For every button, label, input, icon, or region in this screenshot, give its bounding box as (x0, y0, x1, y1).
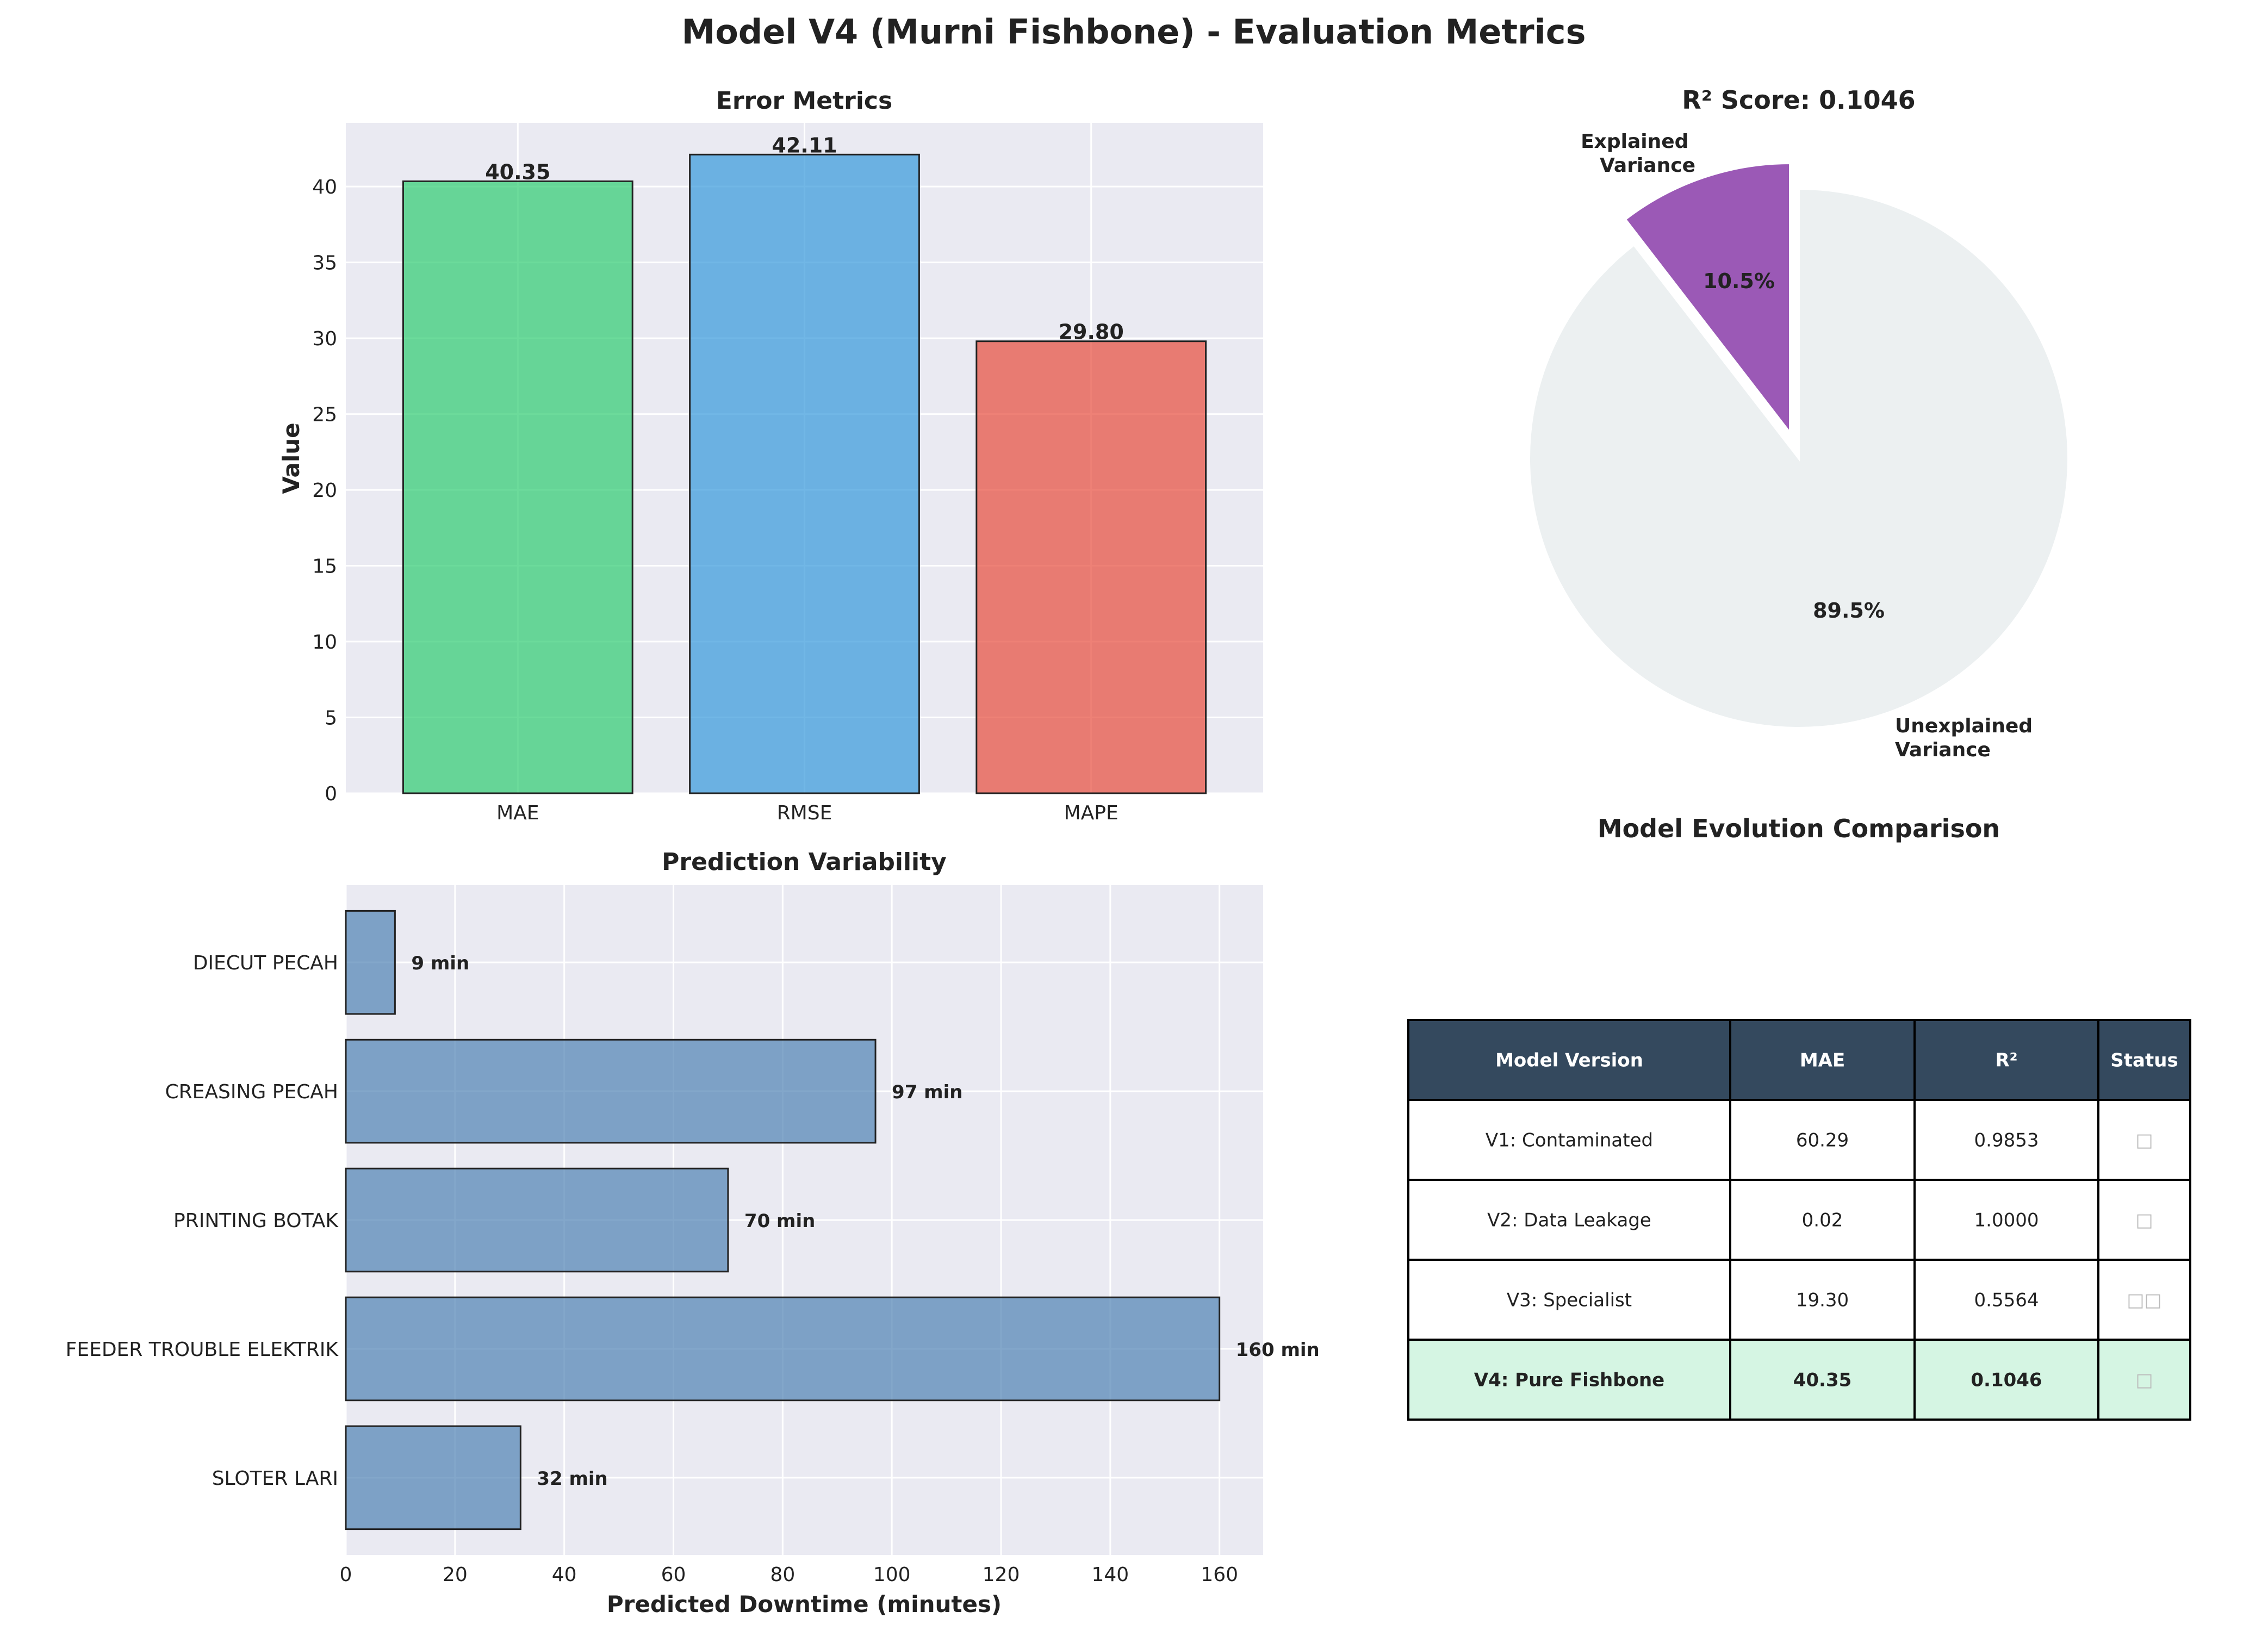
y-tick-label: SLOTER LARI (212, 1467, 338, 1490)
x-tick-label: 120 (983, 1564, 1020, 1586)
x-tick-label: RMSE (777, 802, 832, 824)
table-cell (1729, 1339, 1916, 1421)
pie-slice-unexplained (1528, 187, 2070, 729)
error-metrics-ylabel: Value (278, 422, 305, 494)
x-tick-label: 40 (552, 1564, 577, 1586)
pie-title: R² Score: 0.1046 (1682, 85, 1915, 115)
error-metrics-title: Error Metrics (716, 87, 892, 115)
bar-mape (975, 340, 1207, 794)
y-tick-label: 5 (325, 707, 337, 730)
hbar-value-label: 70 min (744, 1210, 815, 1232)
table-cell-text: □ (2135, 1130, 2153, 1152)
table-cell (1913, 1099, 2099, 1181)
y-tick-label: 20 (312, 480, 337, 502)
table-header-text: R² (1995, 1050, 2017, 1072)
table-cell-text: 0.1046 (1971, 1370, 2042, 1391)
error-metrics-chart: 40.35 42.11 29.80 0 5 10 15 20 25 30 35 40 MAE RMSE… (278, 87, 1263, 824)
table-header-text: MAE (1800, 1050, 1845, 1072)
model-evolution-table: Model Evolution Comparison Model Version… (1407, 814, 2191, 1421)
table-cell (1913, 1179, 2099, 1261)
table-cell (1407, 1099, 1731, 1181)
x-tick-label: 100 (873, 1564, 911, 1586)
prediction-variability-chart: 32 min 160 min 70 min 97 min 9 min 0 20 40 60 80… (66, 848, 1320, 1617)
x-tick-label: 160 (1201, 1564, 1238, 1586)
table-cell-text: V3: Specialist (1507, 1290, 1632, 1311)
y-tick-label: 30 (312, 328, 337, 350)
table-header-text: Model Version (1495, 1050, 1643, 1072)
bar-rmse (689, 153, 920, 794)
table-cell-text: V1: Contaminated (1486, 1130, 1653, 1152)
variability-xlabel: Predicted Downtime (minutes) (607, 1591, 1002, 1617)
y-tick-label: FEEDER TROUBLE ELEKTRIK (66, 1339, 339, 1361)
bar-value-label: 29.80 (1059, 320, 1124, 344)
y-tick-label: 40 (312, 176, 337, 198)
table-cell (1407, 1339, 1731, 1421)
x-tick-label: 0 (340, 1564, 352, 1586)
table-cell-text: □ (2135, 1370, 2153, 1391)
pie-pct-unexplained: 89.5% (1813, 599, 1885, 623)
pie-label-unexplained: Unexplained Variance (1895, 715, 2040, 761)
hbar-value-label: 160 min (1236, 1339, 1320, 1361)
x-tick-label: 60 (661, 1564, 686, 1586)
table-cell-text: 19.30 (1796, 1290, 1849, 1311)
table-cell-text: 0.9853 (1974, 1130, 2039, 1152)
hbar-sloter-lari (345, 1425, 521, 1531)
table-cell-text: 40.35 (1793, 1370, 1852, 1391)
hbar-value-label: 32 min (537, 1468, 607, 1490)
table-header-cell (2097, 1019, 2191, 1101)
table-cell-text: □□ (2127, 1290, 2161, 1311)
table-cell (1407, 1259, 1731, 1341)
table-cell-text: 0.02 (1802, 1210, 1843, 1231)
table-cell (2097, 1339, 2191, 1421)
hbar-printing-botak (345, 1167, 729, 1273)
x-tick-label: 20 (443, 1564, 468, 1586)
r2-pie-chart: R² Score: 0.1046 Explained Variance Unex… (1528, 85, 2070, 761)
y-tick-label: CREASING PECAH (165, 1081, 338, 1103)
y-tick-label: 15 (312, 556, 337, 578)
table-cell (1913, 1339, 2099, 1421)
table-cell (2097, 1179, 2191, 1261)
x-tick-label: MAE (496, 802, 539, 824)
table-cell-text: V4: Pure Fishbone (1474, 1370, 1664, 1391)
table-cell-text: 1.0000 (1974, 1210, 2039, 1231)
y-tick-label: 25 (312, 404, 337, 426)
hbar-feeder-trouble-elektrik (345, 1296, 1221, 1402)
x-tick-label: 140 (1091, 1564, 1129, 1586)
variability-title: Prediction Variability (662, 848, 947, 876)
figure-title: Model V4 (Murni Fishbone) - Evaluation M… (682, 12, 1586, 52)
table-header-text: Status (2110, 1050, 2178, 1072)
y-tick-label: 35 (312, 252, 337, 275)
y-tick-label: DIECUT PECAH (193, 952, 338, 974)
hbar-creasing-pecah (345, 1038, 877, 1144)
y-tick-label: 0 (325, 783, 337, 805)
table-cell-text: 60.29 (1796, 1130, 1849, 1152)
y-tick-label: PRINTING BOTAK (173, 1210, 339, 1232)
table-cell (2097, 1259, 2191, 1341)
bar-mae (402, 180, 633, 794)
pie-pct-explained: 10.5% (1703, 269, 1775, 293)
y-tick-label: 10 (312, 631, 337, 654)
table-header-cell (1913, 1019, 2099, 1101)
table-title: Model Evolution Comparison (1598, 814, 2000, 843)
hbar-value-label: 97 min (892, 1081, 962, 1103)
hbar-value-label: 9 min (411, 953, 469, 974)
pie-slice-explained (1624, 162, 1791, 436)
table-header-cell (1729, 1019, 1916, 1101)
table-cell (1913, 1259, 2099, 1341)
table-cell (2097, 1099, 2191, 1181)
bar-value-label: 42.11 (772, 133, 837, 157)
pie-label-explained: Explained Variance (1581, 130, 1695, 177)
table-cell-text: V2: Data Leakage (1487, 1210, 1651, 1231)
table-cell-text: □ (2135, 1210, 2153, 1231)
bar-value-label: 40.35 (485, 160, 550, 184)
table-cell-text: 0.5564 (1974, 1290, 2039, 1311)
hbar-diecut-pecah (345, 910, 396, 1015)
x-tick-label: 80 (770, 1564, 795, 1586)
x-tick-label: MAPE (1064, 802, 1119, 824)
